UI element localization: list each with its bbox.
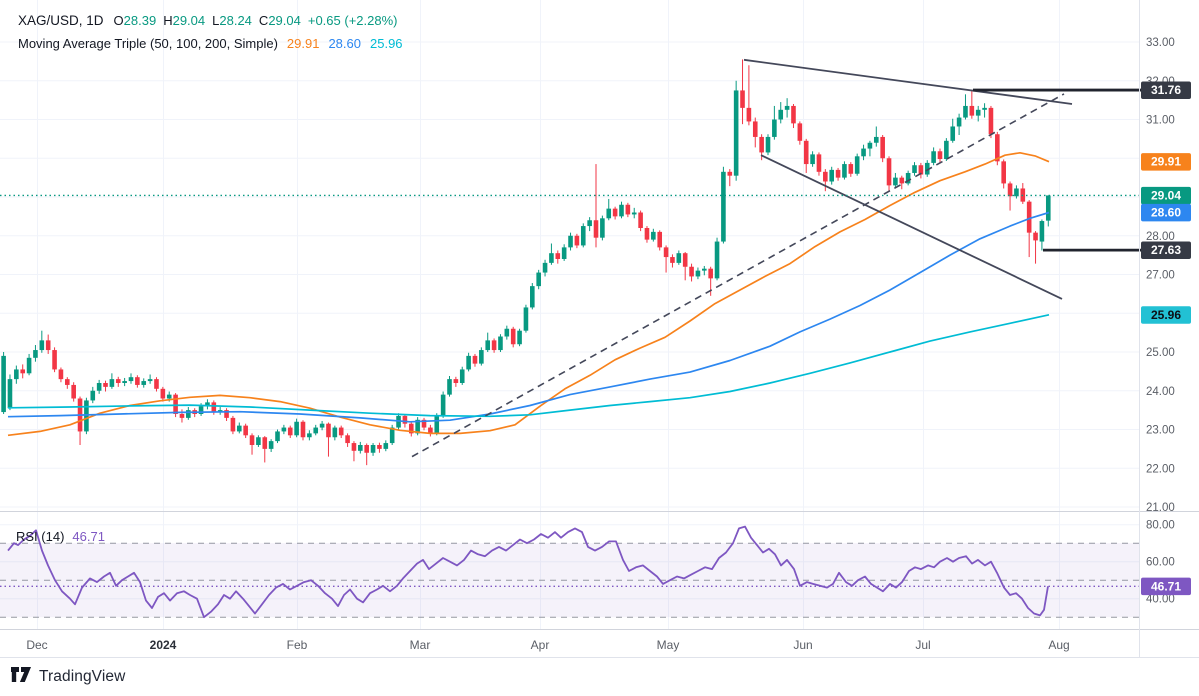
rsi-pane (0, 525, 1139, 619)
solid-trendline (743, 58, 1073, 105)
svg-text:28.60: 28.60 (1151, 206, 1181, 220)
ohlc-pair: C29.04 (258, 13, 301, 28)
svg-text:27.63: 27.63 (1151, 243, 1181, 257)
svg-text:27.00: 27.00 (1146, 270, 1175, 282)
svg-text:33.00: 33.00 (1146, 37, 1175, 49)
rsi-value: 46.71 (72, 529, 105, 544)
ma-title[interactable]: Moving Average Triple (50, 100, 200, Sim… (18, 36, 278, 51)
rsi-title[interactable]: RSI (14) (16, 529, 65, 544)
svg-text:29.91: 29.91 (1151, 155, 1181, 169)
rsi-line (7, 525, 1049, 619)
svg-text:40.00: 40.00 (1146, 594, 1175, 606)
tradingview-mark-icon (10, 666, 32, 688)
chart-canvas[interactable]: 33.0032.0031.0030.0029.0028.0027.0026.00… (0, 0, 1199, 662)
svg-text:Aug: Aug (1048, 638, 1069, 652)
ohlc-pair: O28.39 (113, 13, 157, 28)
axis-badges: 31.76 29.91 29.04 28.60 27.63 25.96 46.71 (1141, 81, 1191, 596)
svg-text:2024: 2024 (150, 638, 177, 652)
solid-trendline (760, 154, 1063, 300)
trendlines[interactable] (411, 58, 1073, 458)
dashed-trendline (411, 93, 1065, 458)
candles (1, 59, 1051, 466)
ohlc-pair: H29.04 (163, 13, 206, 28)
ma-values: 29.91 28.60 25.96 (278, 36, 403, 51)
svg-text:Mar: Mar (410, 638, 431, 652)
svg-text:24.00: 24.00 (1146, 386, 1175, 398)
symbol-title[interactable]: XAG/USD, 1D (18, 13, 104, 28)
svg-text:25.96: 25.96 (1151, 308, 1181, 322)
gridlines (0, 0, 1139, 629)
svg-text:46.71: 46.71 (1151, 579, 1181, 593)
ohlc-values: O28.39 H29.04 L28.24 C29.04 (114, 13, 308, 28)
svg-text:May: May (657, 638, 680, 652)
svg-text:29.04: 29.04 (1151, 188, 1181, 202)
pane-borders (0, 0, 1199, 658)
svg-text:31.00: 31.00 (1146, 115, 1175, 127)
tradingview-brand-text: TradingView (39, 668, 126, 685)
ma-line-sma-100 (7, 211, 1050, 423)
change-value: +0.65 (+2.28%) (307, 13, 398, 28)
svg-text:28.00: 28.00 (1146, 231, 1175, 243)
symbol-legend: XAG/USD, 1D O28.39 H29.04 L28.24 C29.04 +0.65… (18, 13, 397, 28)
svg-text:60.00: 60.00 (1146, 557, 1175, 569)
svg-text:Jun: Jun (793, 638, 812, 652)
ma-value: 25.96 (370, 36, 403, 51)
time-axis[interactable]: Dec 2024 Feb Mar Apr May Jun Jul Aug (26, 638, 1069, 652)
svg-text:22.00: 22.00 (1146, 463, 1175, 475)
ma-legend: Moving Average Triple (50, 100, 200, Sim… (18, 36, 403, 51)
svg-text:25.00: 25.00 (1146, 347, 1175, 359)
tradingview-logo[interactable]: TradingView (10, 666, 125, 688)
svg-text:Dec: Dec (26, 638, 47, 652)
ma-value: 28.60 (328, 36, 361, 51)
svg-text:Feb: Feb (287, 638, 308, 652)
svg-text:31.76: 31.76 (1151, 83, 1181, 97)
svg-text:23.00: 23.00 (1146, 425, 1175, 437)
ma-value: 29.91 (286, 36, 320, 51)
ma-line-sma-200 (7, 313, 1050, 418)
moving-average-lines (7, 151, 1050, 437)
svg-text:21.00: 21.00 (1146, 502, 1175, 514)
ma-line-sma-50 (7, 151, 1050, 437)
rsi-legend: RSI (14) 46.71 (16, 529, 105, 544)
svg-text:Jul: Jul (915, 638, 930, 652)
ohlc-pair: L28.24 (212, 13, 252, 28)
svg-text:Apr: Apr (531, 638, 550, 652)
svg-text:80.00: 80.00 (1146, 520, 1175, 532)
